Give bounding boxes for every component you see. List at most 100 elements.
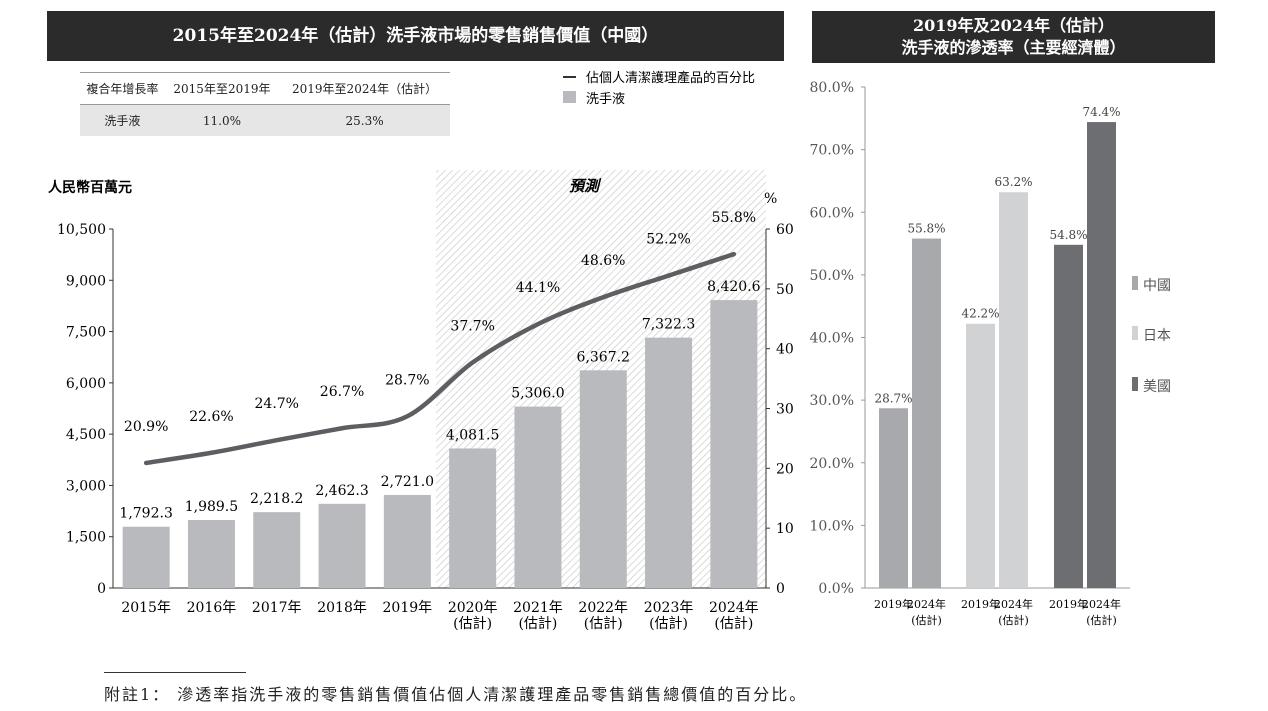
- x-tick-label: 2017年: [252, 600, 302, 616]
- line-value-label: 55.8%: [712, 210, 756, 226]
- bar: [449, 448, 497, 588]
- legend-label: 中國: [1143, 278, 1171, 294]
- bar-value-label: 2,218.2: [250, 491, 303, 507]
- legend-swatch: [1132, 377, 1138, 391]
- bar: [187, 519, 235, 588]
- right-chart-plot: 0.0% 10.0% 20.0% 30.0% 40.0% 50.0% 60.0% 70.0% 8…: [810, 80, 1171, 627]
- y-tick-label: 60.0%: [810, 205, 854, 221]
- y-axis-left-title: 人民幣百萬元: [48, 179, 132, 196]
- legend-swatch: [1132, 326, 1138, 340]
- legend-label: 美國: [1143, 379, 1171, 395]
- bar: [318, 503, 366, 588]
- y-tick-label-left: 6,000: [66, 376, 106, 392]
- legend-bar-label: 洗手液: [586, 92, 625, 107]
- right-chart-title: 2019年及2024年（估計） 洗手液的滲透率（主要經濟體）: [812, 11, 1215, 63]
- x-tick-label: (估計): [518, 616, 557, 632]
- x-tick-label: 2024年: [994, 597, 1033, 611]
- cagr-cell: 25.3%: [279, 104, 450, 136]
- bar-value-label: 1,792.3: [119, 506, 172, 522]
- bar-value-label: 5,306.0: [511, 386, 564, 402]
- x-tick-label: (估計): [1086, 613, 1117, 627]
- x-tick-label: (估計): [911, 613, 942, 627]
- x-tick-label: (估計): [998, 613, 1029, 627]
- cagr-header-row: 複合年增長率 2015年至2019年 2019年至2024年（估計）: [80, 72, 450, 105]
- y-axis-right-title: %: [764, 191, 777, 207]
- x-tick-label: (估計): [649, 616, 688, 632]
- x-tick-label: 2019年: [874, 597, 913, 611]
- y-tick-label: 20.0%: [810, 456, 854, 472]
- x-tick-label: 2019年: [961, 597, 1000, 611]
- footnote-rule: [104, 672, 246, 673]
- y-tick-label-left: 10,500: [57, 222, 106, 238]
- bar-value-label: 8,420.6: [707, 279, 761, 295]
- bar-value-label: 7,322.3: [642, 317, 695, 333]
- bar: [710, 300, 758, 588]
- right-chart-title-line2: 洗手液的滲透率（主要經濟體）: [901, 38, 1126, 57]
- line-value-label: 26.7%: [320, 384, 364, 400]
- y-tick-label-right: 50: [776, 282, 794, 298]
- x-tick-label: 2024年: [907, 597, 946, 611]
- x-tick-label: 2016年: [187, 600, 237, 616]
- x-tick-label: 2022年: [578, 600, 628, 616]
- legend-bar-swatch: [563, 91, 576, 103]
- bar: [579, 370, 627, 588]
- y-tick-label-right: 60: [776, 222, 794, 238]
- line-value-label: 44.1%: [516, 280, 560, 296]
- x-tick-label: 2021年: [513, 600, 563, 616]
- x-tick-label: 2023年: [644, 600, 694, 616]
- legend-label: 日本: [1143, 328, 1171, 344]
- y-tick-label: 50.0%: [810, 268, 854, 284]
- x-tick-label: 2015年: [121, 600, 171, 616]
- cagr-cell: 11.0%: [164, 104, 280, 136]
- bar: [253, 512, 301, 588]
- y-tick-label: 80.0%: [810, 80, 854, 96]
- y-tick-label: 0.0%: [818, 581, 854, 597]
- x-tick-label: 2024年: [1082, 597, 1121, 611]
- bar: [1054, 244, 1083, 588]
- x-tick-label: 2020年: [448, 600, 498, 616]
- y-tick-label-right: 30: [776, 402, 794, 418]
- line-value-label: 20.9%: [124, 419, 168, 435]
- right-chart-title-line1: 2019年及2024年（估計）: [912, 16, 1115, 35]
- bar-value-label: 2,462.3: [315, 483, 368, 499]
- y-tick-label-left: 7,500: [66, 325, 106, 341]
- legend-swatch: [1132, 276, 1138, 290]
- bar-value-label: 1,989.5: [185, 499, 238, 515]
- x-tick-label: (估計): [584, 616, 623, 632]
- bar: [383, 494, 431, 588]
- bar-value-label: 4,081.5: [446, 427, 499, 443]
- x-tick-label: 2018年: [317, 600, 367, 616]
- bar-value-label: 6,367.2: [577, 349, 630, 365]
- x-tick-label: 2024年: [709, 600, 759, 616]
- bar-value-label: 54.8%: [1049, 228, 1087, 242]
- line-value-label: 24.7%: [255, 396, 299, 412]
- line-value-label: 22.6%: [189, 409, 233, 425]
- bar: [879, 408, 908, 588]
- x-tick-label: 2019年: [383, 600, 433, 616]
- share-line: [143, 251, 737, 466]
- line-value-label: 28.7%: [385, 372, 429, 388]
- line-value-label: 37.7%: [450, 318, 494, 334]
- y-tick-label-right: 40: [776, 342, 794, 358]
- y-tick-label: 40.0%: [810, 331, 854, 347]
- bar-value-label: 28.7%: [874, 391, 912, 405]
- bar: [999, 192, 1028, 588]
- left-chart-plot: 0 1,500 3,000 4,500 6,000 7,500 9,000 10,500 0 10…: [57, 210, 794, 632]
- bar-value-label: 2,721.0: [381, 474, 434, 490]
- left-chart-title: 2015年至2024年（估計）洗手液市場的零售銷售價值（中國）: [47, 11, 784, 61]
- bar: [645, 337, 693, 588]
- y-tick-label-right: 20: [776, 461, 794, 477]
- cagr-cell: 洗手液: [80, 104, 165, 136]
- bar: [912, 238, 941, 589]
- bar: [122, 526, 170, 588]
- bar: [514, 406, 562, 588]
- y-tick-label-left: 0: [97, 581, 106, 597]
- y-tick-label: 70.0%: [810, 143, 854, 159]
- y-tick-label: 30.0%: [810, 393, 854, 409]
- x-tick-label: (估計): [714, 616, 753, 632]
- line-value-label: 52.2%: [646, 232, 690, 248]
- cagr-header: 2019年至2024年（估計）: [279, 72, 450, 105]
- y-tick-label-left: 3,000: [66, 478, 106, 494]
- y-tick-label-left: 1,500: [66, 530, 106, 546]
- bar-value-label: 63.2%: [994, 175, 1032, 189]
